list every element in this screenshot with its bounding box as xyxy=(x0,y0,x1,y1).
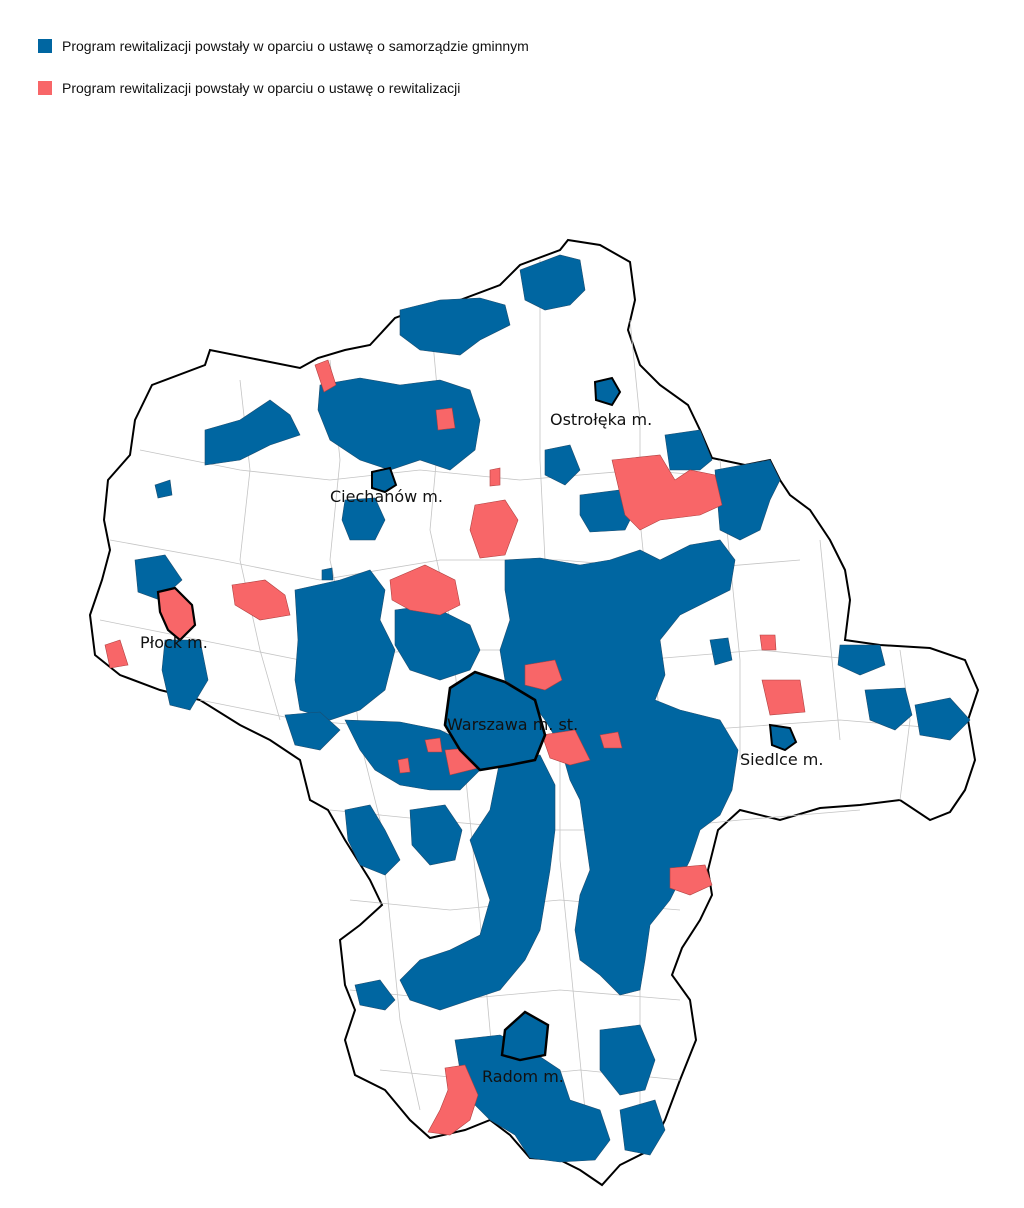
region-red-4 xyxy=(469,499,519,559)
city-ostroleka-polygon xyxy=(593,376,622,407)
city-label-radom: Radom m. xyxy=(482,1067,564,1086)
legend-swatch-blue xyxy=(38,39,52,53)
region-blue-nw-1 xyxy=(317,377,481,471)
region-blue-ne-2 xyxy=(664,429,713,471)
city-polygons xyxy=(156,376,798,1062)
region-red-8 xyxy=(524,659,563,691)
region-blue-south-col xyxy=(399,754,556,1011)
city-siedlce-polygon xyxy=(768,723,798,752)
region-blue-north-2 xyxy=(399,297,511,356)
region-red-17 xyxy=(669,864,713,896)
region-red-12 xyxy=(424,737,443,753)
city-warsaw-polygon xyxy=(443,670,547,772)
region-blue-east-2 xyxy=(837,644,886,676)
region-red-2 xyxy=(435,407,456,431)
city-ciechanow-polygon xyxy=(371,466,398,494)
region-red-3 xyxy=(489,467,501,487)
red-regions xyxy=(104,359,806,1136)
region-red-6 xyxy=(231,579,291,621)
legend-item-rewitalizacja: Program rewitalizacji powstały w oparciu… xyxy=(38,78,529,98)
region-red-15 xyxy=(541,729,591,766)
region-blue-sw-1 xyxy=(344,804,401,876)
region-blue-west-big xyxy=(294,569,396,721)
region-blue-nw-2 xyxy=(204,399,301,466)
region-blue-east-4 xyxy=(914,697,971,741)
city-label-siedlce: Siedlce m. xyxy=(740,750,823,769)
region-blue-small-2 xyxy=(321,567,334,581)
region-blue-plock-s xyxy=(161,639,209,711)
region-blue-mid-n xyxy=(544,444,581,486)
city-label-ostroleka: Ostrołęka m. xyxy=(550,410,652,429)
region-red-16 xyxy=(599,731,623,749)
region-blue-small-1 xyxy=(154,479,173,499)
region-red-10 xyxy=(761,679,806,716)
city-label-warsaw: Warszawa m. st. xyxy=(447,715,578,734)
legend-item-gminny: Program rewitalizacji powstały w oparciu… xyxy=(38,36,529,56)
region-red-18 xyxy=(427,1064,479,1136)
region-blue-north xyxy=(519,254,586,311)
city-label-ciechanow: Ciechanów m. xyxy=(330,487,443,506)
region-red-9 xyxy=(759,634,777,651)
region-red-1 xyxy=(314,359,337,393)
region-blue-east-1 xyxy=(709,637,733,666)
region-red-14 xyxy=(397,757,411,774)
region-blue-warsaw-sw xyxy=(344,719,481,791)
region-blue-west-2 xyxy=(284,711,341,751)
region-blue-south-3 xyxy=(619,1099,666,1156)
legend-label-gminny: Program rewitalizacji powstały w oparciu… xyxy=(62,38,529,54)
legend-swatch-red xyxy=(38,81,52,95)
city-radom-polygon xyxy=(500,1010,550,1062)
city-plock-polygon xyxy=(156,586,197,642)
region-red-7 xyxy=(389,564,461,616)
region-red-11 xyxy=(104,639,129,669)
region-blue-east-3 xyxy=(864,687,913,731)
region-blue-sw-3 xyxy=(354,979,396,1011)
region-blue-sw-2 xyxy=(409,804,463,866)
legend-label-rewitalizacja: Program rewitalizacji powstały w oparciu… xyxy=(62,80,461,96)
region-red-5 xyxy=(611,454,723,531)
region-blue-south-2 xyxy=(599,1024,656,1096)
region-blue-ne-3 xyxy=(714,459,781,541)
legend: Program rewitalizacji powstały w oparciu… xyxy=(38,36,529,120)
city-labels: Ostrołęka m. Ciechanów m. Płock m. Warsz… xyxy=(140,410,823,1086)
region-blue-ciech xyxy=(341,497,386,541)
city-label-plock: Płock m. xyxy=(140,633,208,652)
